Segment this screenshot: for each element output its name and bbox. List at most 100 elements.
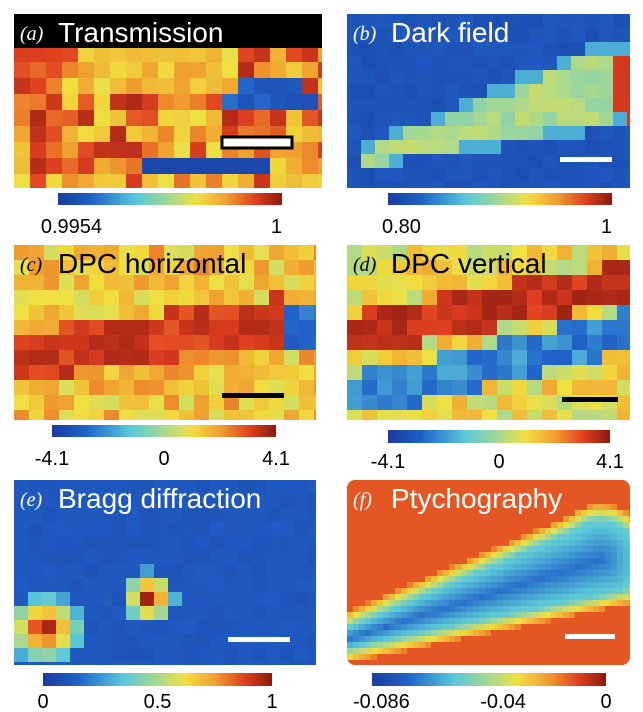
pixel [545, 594, 552, 601]
pixel [503, 582, 510, 589]
pixel [501, 168, 516, 183]
pixel [485, 630, 492, 637]
pixel [239, 365, 255, 381]
pixel [56, 648, 71, 663]
pixel [401, 546, 408, 553]
pixel [449, 504, 456, 511]
pixel [581, 540, 588, 547]
pixel [515, 654, 522, 661]
pixel [473, 600, 480, 607]
pixel [270, 174, 287, 188]
pixel [395, 534, 402, 541]
pixel [347, 594, 354, 601]
pixel [56, 494, 71, 509]
pixel [353, 510, 360, 517]
pixel [593, 522, 600, 529]
pixel [557, 365, 573, 381]
pixel [347, 522, 354, 529]
pixel [413, 594, 420, 601]
pixel [515, 84, 530, 99]
pixel [593, 642, 600, 649]
pixel [168, 508, 183, 523]
pixel [210, 564, 225, 579]
pixel [527, 522, 534, 529]
pixel [443, 612, 450, 619]
pixel [126, 662, 141, 665]
pixel [347, 624, 354, 631]
pixel [569, 618, 576, 625]
pixel [318, 158, 322, 175]
pixel [42, 592, 57, 607]
pixel [286, 78, 303, 95]
pixel [377, 245, 393, 261]
pixel [254, 260, 270, 276]
pixel [629, 618, 630, 625]
pixel [347, 486, 354, 493]
pixel [509, 570, 516, 577]
pixel [527, 410, 543, 420]
pixel [575, 492, 582, 499]
pixel [353, 504, 360, 511]
pixel [629, 654, 630, 661]
pixel [585, 70, 600, 85]
pixel [270, 158, 287, 175]
pixel [515, 552, 522, 559]
pixel [593, 648, 600, 655]
pixel [417, 14, 432, 29]
pixel [443, 600, 450, 607]
pixel [299, 245, 315, 261]
pixel [365, 636, 372, 643]
pixel [602, 275, 618, 291]
pixel [515, 636, 522, 643]
pixel [605, 528, 612, 535]
pixel [359, 588, 366, 595]
pixel [503, 642, 510, 649]
pixel [557, 410, 573, 420]
pixel [581, 498, 588, 505]
pixel [59, 395, 75, 411]
pixel [497, 510, 504, 517]
pixel [294, 592, 309, 607]
pixel [194, 275, 210, 291]
pixel [407, 534, 414, 541]
pixel [413, 660, 420, 665]
pixel [413, 642, 420, 649]
pixel [497, 486, 504, 493]
pixel [542, 245, 558, 261]
pixel [467, 260, 483, 276]
pixel [119, 365, 135, 381]
pixel [485, 588, 492, 595]
pixel [422, 410, 438, 420]
pixel [551, 630, 558, 637]
pixel [515, 540, 522, 547]
pixel [359, 534, 366, 541]
pixel [431, 528, 438, 535]
image-map [347, 480, 630, 665]
panel-label: (c) [20, 254, 43, 276]
pixel [437, 480, 444, 487]
pixel [569, 546, 576, 553]
pixel [14, 536, 29, 551]
pixel [461, 624, 468, 631]
pixel [585, 56, 600, 71]
pixel [89, 350, 105, 366]
pixel [371, 594, 378, 601]
pixel [482, 320, 498, 336]
pixel [533, 486, 540, 493]
pixel [302, 158, 319, 175]
pixel [515, 606, 522, 613]
pixel [611, 582, 618, 589]
pixel [443, 480, 450, 487]
pixel [30, 158, 47, 175]
pixel [407, 648, 414, 655]
pixel [359, 510, 366, 517]
pixel [529, 56, 544, 71]
pixel [539, 606, 546, 613]
pixel [359, 642, 366, 649]
pixel [347, 576, 354, 583]
pixel [527, 660, 534, 665]
pixel [359, 486, 366, 493]
pixel [437, 624, 444, 631]
pixel [497, 516, 504, 523]
pixel [179, 335, 195, 351]
